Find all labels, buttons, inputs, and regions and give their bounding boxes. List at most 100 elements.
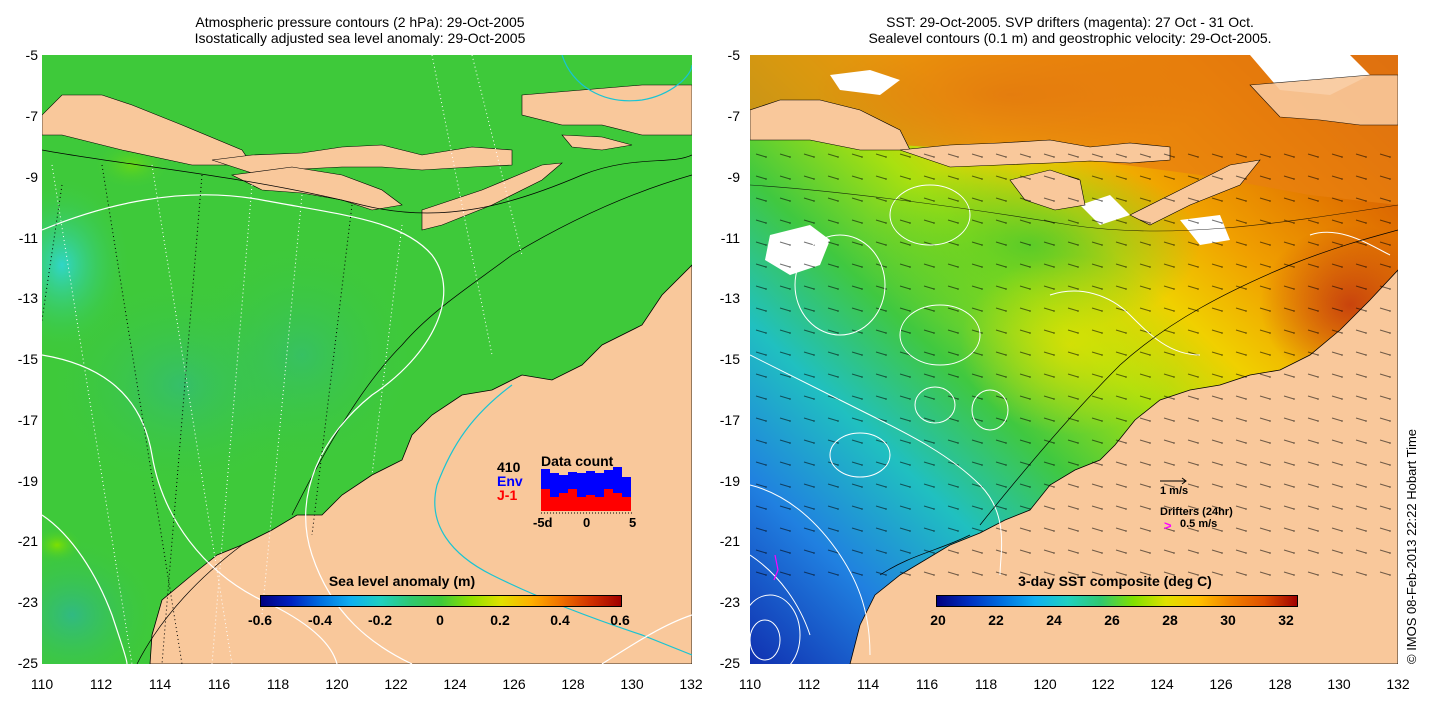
left-y-tick: -5 [25, 47, 38, 63]
right-y-tick: -13 [719, 290, 740, 306]
sla-tick: 0.2 [490, 612, 510, 628]
right-x-tick: 116 [915, 676, 939, 692]
right-title-line1: SST: 29-Oct-2005. SVP drifters (magenta)… [886, 14, 1254, 30]
right-y-tick: -17 [719, 412, 740, 428]
right-y-tick: -15 [719, 351, 740, 367]
left-x-tick: 128 [561, 676, 585, 692]
j1-bar [559, 493, 568, 511]
sla-colorbar [260, 595, 622, 607]
sst-tick: 20 [930, 612, 946, 628]
right-y-tick: -5 [727, 47, 740, 63]
right-y-tick: -23 [719, 594, 740, 610]
sst-land-java [750, 99, 911, 151]
sla-land-timor [421, 162, 563, 231]
right-x-tick: 114 [856, 676, 880, 692]
sst-colorbar-ticks: 20 22 24 26 28 30 32 [918, 612, 1338, 630]
drifter-track [773, 554, 779, 581]
sst-tick: 28 [1162, 612, 1178, 628]
data-count-j1-label: J-1 [497, 487, 518, 503]
sst-tick: 24 [1046, 612, 1062, 628]
sla-colorbar-ticks: -0.6 -0.4 -0.2 0 0.2 0.4 0.6 [240, 612, 640, 630]
env-bar [595, 473, 604, 511]
left-y-tick: -19 [17, 473, 38, 489]
left-y-tick: -9 [25, 169, 38, 185]
j1-bar [622, 497, 631, 511]
sst-map-canvas [750, 55, 1398, 664]
left-x-tick: 122 [384, 676, 408, 692]
drifter-glyph: > [1164, 518, 1172, 533]
data-count-number: 410 [497, 459, 521, 475]
right-x-tick: 128 [1268, 676, 1292, 692]
j1-bar [577, 497, 586, 511]
left-y-tick: -25 [17, 655, 38, 671]
velocity-scale-arrow [1160, 477, 1187, 485]
j1-bars [541, 489, 631, 511]
right-x-tick: 132 [1386, 676, 1410, 692]
left-x-tick: 116 [207, 676, 231, 692]
sla-colorbar-title: Sea level anomaly (m) [328, 573, 476, 589]
j1-bar [613, 493, 622, 511]
right-x-tick: 124 [1150, 676, 1174, 692]
left-x-tick: 112 [89, 676, 113, 692]
sla-map[interactable]: Data count 410 Env J-1 [42, 55, 692, 664]
left-x-tick: 132 [679, 676, 703, 692]
left-y-tick: -23 [17, 594, 38, 610]
j1-bar [604, 489, 613, 511]
sla-tick: -0.4 [307, 612, 333, 628]
left-title: Atmospheric pressure contours (2 hPa): 2… [60, 14, 660, 46]
right-y-tick: -21 [719, 533, 740, 549]
j1-bar [568, 489, 577, 511]
data-count-bars [541, 467, 633, 514]
env-bar [613, 467, 622, 511]
right-x-tick: 130 [1327, 676, 1351, 692]
sst-tick: 30 [1220, 612, 1236, 628]
left-y-tick: -15 [17, 351, 38, 367]
data-count-axis-zero: 0 [583, 515, 591, 530]
left-x-tick: 124 [443, 676, 467, 692]
right-x-tick: 118 [974, 676, 998, 692]
left-y-tick: -13 [17, 290, 38, 306]
right-x-tick: 126 [1209, 676, 1233, 692]
j1-bar [586, 495, 595, 511]
data-count-title: Data count [541, 453, 614, 469]
right-y-tick: -11 [720, 230, 740, 246]
sst-land-north-islands [1249, 74, 1398, 126]
left-x-tick: 120 [325, 676, 349, 692]
right-x-tick: 122 [1091, 676, 1115, 692]
drifters-speed: 0.5 m/s [1180, 518, 1218, 530]
sla-tick: 0.4 [550, 612, 570, 628]
left-y-tick: -21 [17, 533, 38, 549]
left-y-tick: -17 [17, 412, 38, 428]
sst-colorbar-title: 3-day SST composite (deg C) [1018, 573, 1212, 589]
env-bar [586, 471, 595, 511]
j1-bar [541, 489, 550, 511]
sla-land-australia [149, 264, 692, 664]
left-x-tick: 130 [620, 676, 644, 692]
left-x-tick: 118 [266, 676, 290, 692]
left-x-tick: 110 [30, 676, 54, 692]
data-count-axis-max: 5 [629, 515, 637, 530]
sla-land-bali-lombok [211, 144, 513, 174]
right-x-tick: 120 [1033, 676, 1057, 692]
data-count-env-label: Env [497, 473, 523, 489]
left-y-tick: -11 [18, 230, 38, 246]
data-count-axis-min: -5d [533, 515, 553, 530]
sst-tick: 32 [1278, 612, 1294, 628]
sst-map[interactable]: 1 m/s Drifters (24hr) > 0.5 m/s 3-day SS… [750, 55, 1398, 664]
right-x-tick: 112 [797, 676, 821, 692]
sst-colorbar [936, 595, 1298, 607]
sla-map-canvas [42, 55, 692, 664]
j1-bar [595, 497, 604, 511]
sla-tick: 0.6 [610, 612, 630, 628]
left-x-tick: 126 [502, 676, 526, 692]
right-title-line2: Sealevel contours (0.1 m) and geostrophi… [868, 30, 1272, 46]
env-bar [577, 473, 586, 511]
sla-tick: -0.6 [247, 612, 273, 628]
left-title-line1: Atmospheric pressure contours (2 hPa): 2… [195, 14, 525, 30]
right-y-tick: -7 [727, 108, 740, 124]
copyright-label: © IMOS 08-Feb-2013 22:22 Hobart Time [1404, 428, 1419, 664]
data-count-inset: Data count 410 Env J-1 [497, 453, 657, 533]
left-x-tick: 114 [148, 676, 172, 692]
sla-land-north-islands [521, 84, 692, 136]
left-title-line2: Isostatically adjusted sea level anomaly… [194, 30, 526, 46]
